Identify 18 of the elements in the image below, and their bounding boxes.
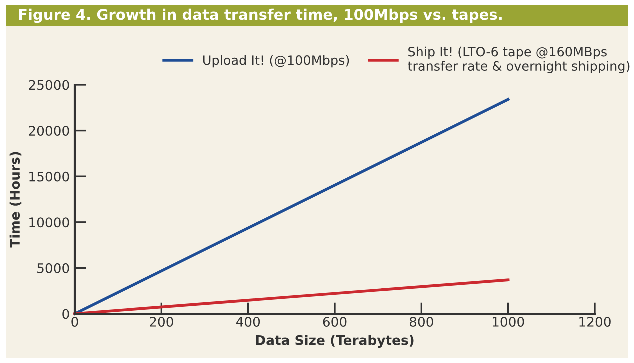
y-tick-label: 15000 [30, 172, 70, 182]
x-tick-label: 600 [323, 317, 347, 327]
legend-label: Ship It! (LTO-6 tape @160MBps transfer rate & overnight shipping) [408, 46, 630, 74]
y-tick-label: 25000 [29, 80, 70, 90]
x-tick-label: 800 [410, 317, 434, 327]
y-axis-title: Time (Hours) [10, 152, 22, 248]
y-tick-label: 0 [62, 309, 70, 320]
y-tick-label: 20000 [29, 126, 70, 136]
x-tick-label: 1000 [492, 317, 524, 327]
x-tick-label: 1200 [580, 317, 611, 327]
x-axis-title: Data Size (Terabytes) [256, 335, 414, 348]
chart-title: Figure 4. Growth in data transfer time, 100Mbps vs. tapes. [19, 8, 502, 24]
x-tick-label: 0 [72, 317, 78, 327]
legend-label: Upload It! (@100Mbps) [203, 55, 350, 68]
x-tick-label: 400 [236, 317, 260, 327]
y-tick-label: 5000 [38, 263, 70, 274]
y-tick-label: 10000 [30, 218, 70, 228]
x-tick-label: 200 [150, 317, 174, 327]
